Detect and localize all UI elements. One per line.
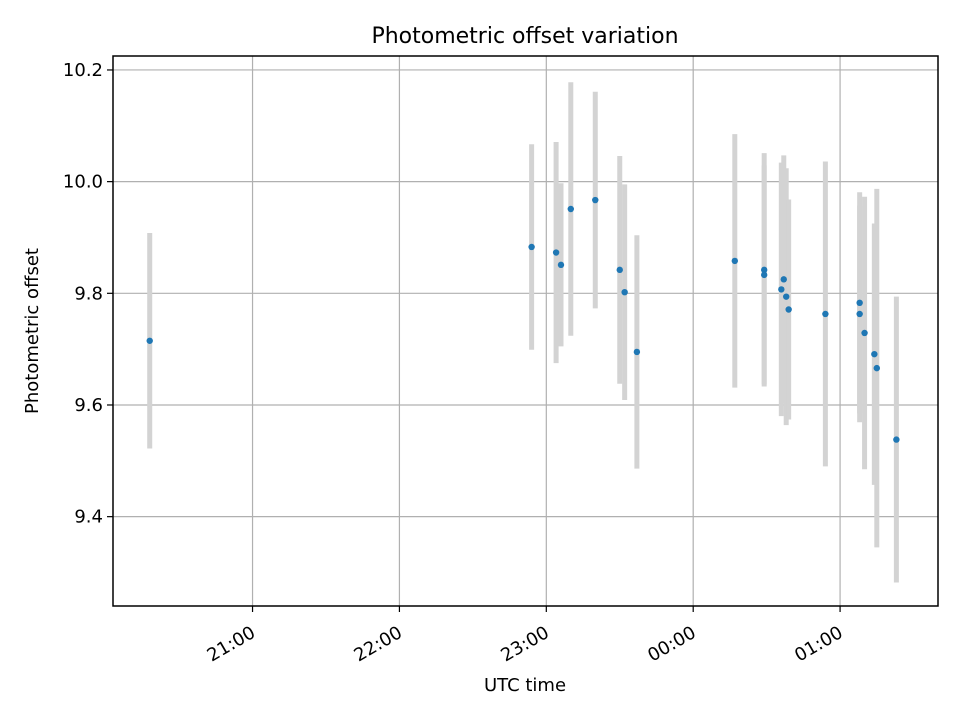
grid	[113, 56, 938, 606]
data-points	[146, 196, 900, 443]
data-point	[778, 286, 785, 293]
data-point	[783, 293, 790, 300]
data-point	[861, 329, 868, 337]
data-point	[871, 350, 878, 358]
data-point	[567, 205, 574, 213]
data-point	[893, 436, 900, 443]
data-point	[616, 266, 623, 274]
data-point	[873, 364, 880, 372]
y-tick-label: 9.4	[74, 507, 103, 528]
data-point	[552, 249, 560, 256]
y-axis-ticks: 9.4 9.6 9.8 10.0 10.2	[63, 60, 113, 528]
y-axis-label: Photometric offset	[22, 248, 43, 414]
data-point	[146, 337, 153, 344]
data-point	[621, 288, 628, 296]
data-point	[528, 243, 535, 251]
data-point	[633, 348, 641, 356]
y-tick-label: 10.0	[63, 172, 103, 193]
data-point	[760, 271, 768, 279]
y-tick-label: 9.6	[74, 395, 103, 416]
data-point	[822, 310, 829, 318]
data-point	[780, 276, 787, 283]
data-point	[856, 310, 863, 318]
x-axis-label: UTC time	[484, 675, 566, 696]
data-point	[731, 257, 739, 265]
data-point	[557, 261, 565, 269]
data-point	[592, 196, 599, 204]
data-point	[785, 306, 792, 313]
y-tick-label: 9.8	[74, 283, 103, 304]
data-point	[856, 299, 863, 307]
y-tick-label: 10.2	[63, 60, 103, 81]
chart-title: Photometric offset variation	[371, 24, 678, 49]
data-point	[760, 266, 768, 274]
plot-frame	[112, 55, 939, 607]
